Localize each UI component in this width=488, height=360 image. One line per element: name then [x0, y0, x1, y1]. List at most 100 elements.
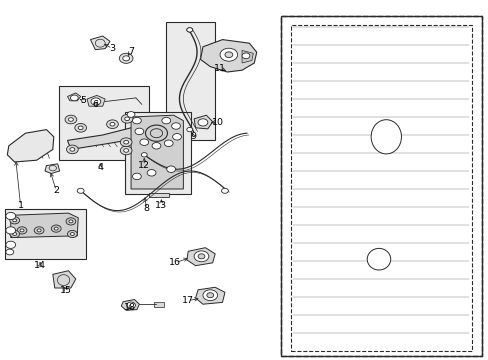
Bar: [166, 22, 215, 140]
Circle shape: [221, 188, 228, 193]
Circle shape: [51, 225, 61, 232]
Circle shape: [34, 227, 44, 234]
Circle shape: [10, 217, 20, 224]
Circle shape: [162, 117, 170, 124]
Text: 12: 12: [138, 161, 150, 170]
Text: 1: 1: [18, 201, 23, 210]
Text: 6: 6: [92, 100, 98, 109]
Circle shape: [127, 112, 135, 117]
Circle shape: [10, 230, 20, 238]
Circle shape: [17, 227, 27, 234]
Text: 16: 16: [169, 258, 181, 267]
Circle shape: [54, 227, 58, 230]
Bar: [149, 193, 168, 197]
Bar: [124, 112, 190, 194]
Text: 18: 18: [123, 303, 135, 312]
Polygon shape: [90, 36, 110, 50]
Circle shape: [164, 140, 173, 147]
Circle shape: [70, 233, 74, 235]
Circle shape: [119, 53, 133, 63]
Circle shape: [78, 126, 83, 130]
Circle shape: [13, 219, 17, 222]
Circle shape: [224, 52, 232, 58]
Polygon shape: [7, 130, 54, 162]
Circle shape: [141, 153, 147, 157]
Circle shape: [206, 293, 213, 298]
Circle shape: [20, 229, 24, 232]
Bar: [290, 25, 471, 351]
Polygon shape: [194, 115, 212, 129]
Circle shape: [66, 218, 76, 225]
Text: 15: 15: [60, 287, 72, 295]
Polygon shape: [53, 271, 76, 288]
Circle shape: [126, 302, 135, 309]
Circle shape: [147, 170, 156, 176]
Circle shape: [152, 143, 161, 149]
Circle shape: [69, 220, 73, 223]
Bar: [281, 16, 481, 356]
Circle shape: [172, 134, 181, 140]
Circle shape: [110, 122, 115, 126]
Circle shape: [13, 233, 17, 235]
Circle shape: [220, 48, 237, 61]
Circle shape: [186, 127, 192, 132]
Circle shape: [203, 290, 217, 301]
Circle shape: [123, 149, 128, 152]
Circle shape: [135, 128, 143, 135]
Circle shape: [124, 117, 129, 121]
Ellipse shape: [366, 248, 390, 270]
Bar: [5, 209, 85, 259]
Circle shape: [65, 115, 77, 124]
Circle shape: [70, 148, 75, 151]
Text: 7: 7: [128, 46, 134, 55]
Circle shape: [120, 138, 132, 147]
Polygon shape: [11, 213, 78, 238]
Circle shape: [91, 98, 101, 105]
Text: 10: 10: [211, 118, 223, 127]
Circle shape: [242, 53, 249, 59]
Text: 3: 3: [109, 44, 115, 53]
Polygon shape: [87, 95, 105, 106]
Polygon shape: [195, 287, 224, 304]
Circle shape: [66, 145, 78, 154]
Polygon shape: [67, 93, 81, 101]
Circle shape: [121, 114, 133, 123]
Circle shape: [166, 166, 175, 172]
Polygon shape: [242, 50, 253, 63]
Circle shape: [67, 230, 77, 238]
Text: 5: 5: [80, 96, 86, 105]
Circle shape: [132, 173, 141, 180]
Polygon shape: [131, 115, 183, 189]
Circle shape: [198, 254, 204, 259]
Polygon shape: [45, 164, 60, 174]
Circle shape: [6, 241, 16, 248]
Ellipse shape: [370, 120, 401, 154]
Circle shape: [6, 212, 16, 220]
Polygon shape: [121, 300, 139, 310]
Circle shape: [68, 118, 73, 121]
Text: 14: 14: [34, 261, 46, 270]
Circle shape: [122, 56, 129, 61]
Polygon shape: [186, 248, 215, 266]
Text: 9: 9: [190, 132, 196, 141]
Circle shape: [106, 120, 118, 129]
Text: 11: 11: [214, 64, 225, 73]
Circle shape: [198, 119, 207, 126]
Circle shape: [77, 188, 84, 193]
Circle shape: [123, 140, 128, 144]
Circle shape: [120, 146, 132, 155]
Circle shape: [75, 123, 86, 132]
Polygon shape: [67, 128, 139, 149]
Circle shape: [132, 117, 141, 124]
Circle shape: [6, 227, 16, 234]
Circle shape: [140, 139, 148, 145]
Text: 2: 2: [53, 186, 59, 195]
Circle shape: [70, 95, 78, 101]
Circle shape: [37, 229, 41, 232]
Polygon shape: [200, 40, 256, 72]
Text: 13: 13: [155, 201, 167, 210]
Text: 8: 8: [143, 204, 149, 213]
Text: 17: 17: [182, 296, 194, 305]
Circle shape: [171, 123, 180, 129]
Circle shape: [194, 251, 208, 262]
